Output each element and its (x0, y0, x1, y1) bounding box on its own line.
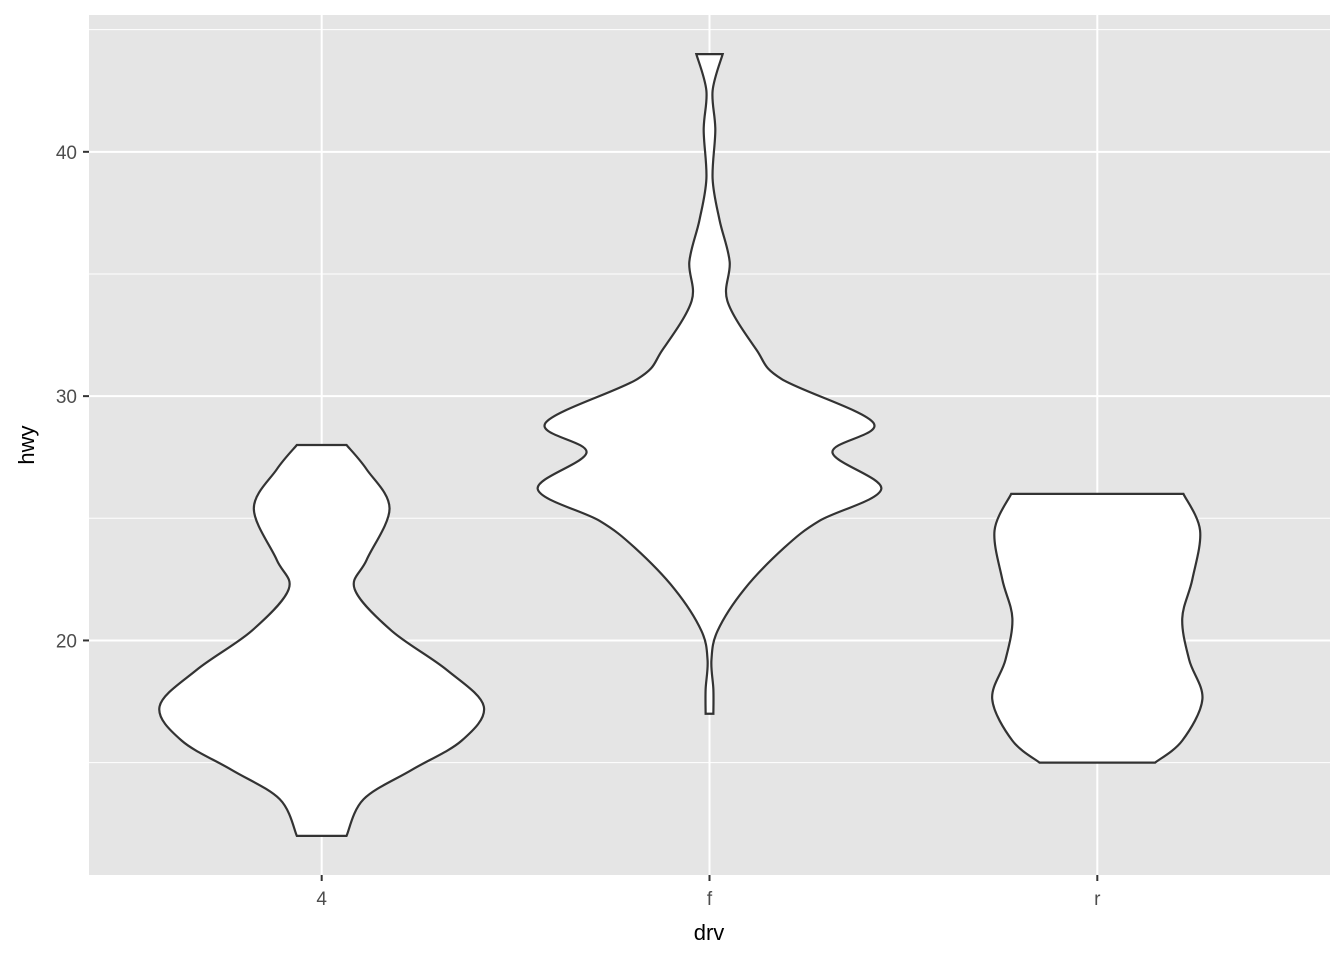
violin-f (536, 52, 883, 715)
axes: 20 30 40 4 f r (56, 143, 1101, 910)
y-tick-label: 40 (56, 143, 77, 164)
violin-4 (158, 443, 486, 838)
violin-r (991, 492, 1204, 764)
y-tick-label: 30 (56, 387, 77, 408)
x-tick-label: r (1094, 889, 1101, 910)
x-tick-label: 4 (316, 889, 327, 910)
x-tick-label: f (707, 889, 713, 910)
violins (158, 52, 1204, 838)
y-axis-title: hwy (14, 425, 39, 464)
x-axis-title: drv (694, 920, 725, 945)
y-tick-label: 20 (56, 631, 77, 652)
